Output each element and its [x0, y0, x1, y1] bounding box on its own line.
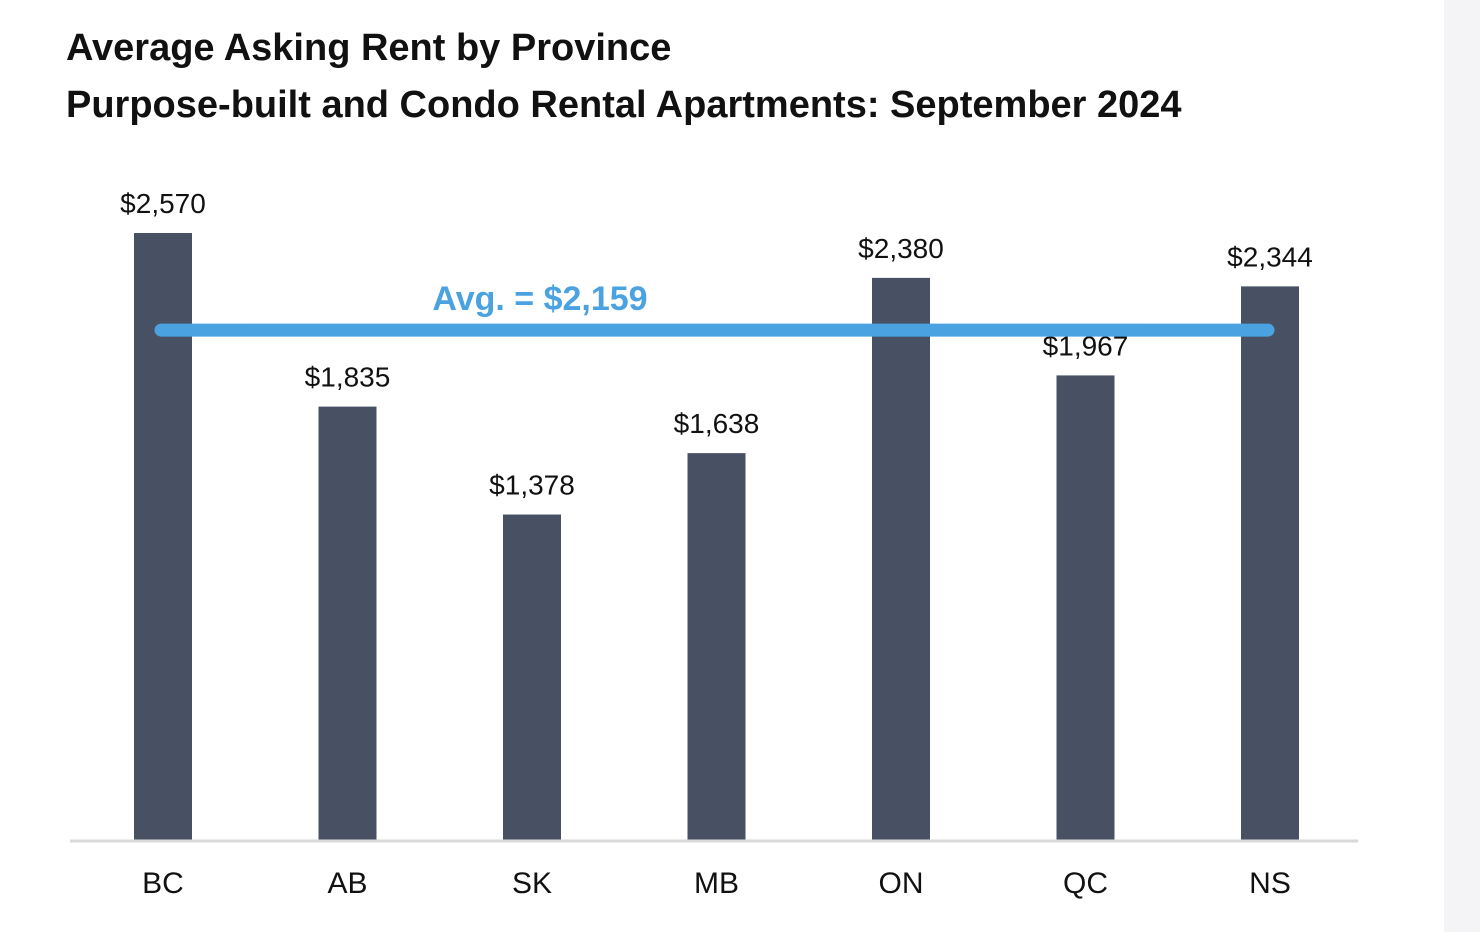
- value-label-sk: $1,378: [489, 470, 575, 501]
- tick-label-ns: NS: [1249, 867, 1291, 900]
- bar-ab: [318, 406, 377, 840]
- value-label-mb: $1,638: [674, 408, 760, 439]
- chart-card: Average Asking Rent by Province Purpose-…: [0, 0, 1444, 932]
- chart-title: Average Asking Rent by Province: [66, 27, 672, 69]
- average-label: Avg. = $2,159: [432, 280, 647, 318]
- chart-subtitle: Purpose-built and Condo Rental Apartment…: [66, 84, 1182, 126]
- bar-sk: [503, 514, 561, 840]
- tick-label-mb: MB: [694, 867, 739, 900]
- tick-label-ab: AB: [327, 867, 367, 900]
- value-label-on: $2,380: [858, 233, 944, 264]
- tick-label-on: ON: [879, 867, 924, 900]
- bar-chart: $2,570$1,835$1,378$1,638$2,380$1,967$2,3…: [70, 188, 1358, 900]
- tick-label-qc: QC: [1063, 867, 1108, 900]
- value-label-bc: $2,570: [120, 188, 206, 219]
- tick-label-sk: SK: [512, 867, 552, 900]
- value-label-ns: $2,344: [1227, 241, 1313, 272]
- bar-on: [872, 277, 930, 840]
- tick-label-bc: BC: [142, 867, 184, 900]
- value-label-ab: $1,835: [305, 362, 391, 393]
- bar-mb: [687, 453, 746, 840]
- bar-qc: [1056, 375, 1115, 840]
- bar-ns: [1241, 286, 1299, 841]
